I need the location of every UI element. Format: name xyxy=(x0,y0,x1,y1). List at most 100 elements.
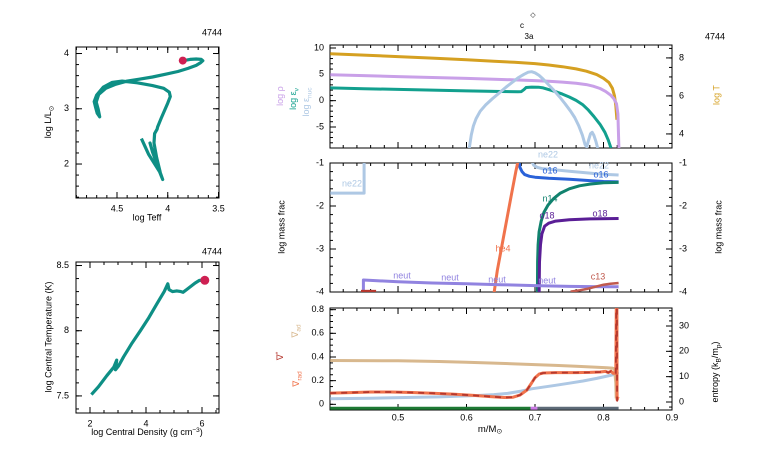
profile-top-y2-tick-label: 8 xyxy=(679,52,684,62)
ytitle-log-T: log T xyxy=(711,85,721,105)
tcrho-ylabel: log Central Temperature (K) xyxy=(43,282,53,393)
profile-mid-border xyxy=(329,162,673,293)
profile-top-y-tick-label: 0 xyxy=(319,95,324,105)
profile-top-y2-tick-label: 6 xyxy=(679,90,684,100)
profile-bot-border xyxy=(329,307,673,411)
profile-mid-panel xyxy=(329,162,673,293)
label-neut-b: neut xyxy=(441,272,459,282)
profile-bot-x-tick-label: 0.7 xyxy=(529,412,542,422)
hr-y-tick-label: 2 xyxy=(64,158,69,168)
hr-panel xyxy=(75,46,220,199)
profile-model-badge: 4744 xyxy=(705,31,725,41)
ytitle-grad-ad: ∇ad xyxy=(290,324,302,339)
profile-top-y-tick-label: 10 xyxy=(314,42,324,52)
series-o16 xyxy=(517,163,619,184)
profile-mid-y2-tick-label: -2 xyxy=(679,200,687,210)
label-neut-c: neut xyxy=(488,274,506,284)
series-entropy xyxy=(330,370,620,401)
profile-bot-y2-tick-label: 0 xyxy=(679,396,684,406)
ytitle-log-eps-nu: log εν xyxy=(288,88,300,110)
profile-bot-y-tick-label: 0.4 xyxy=(311,351,324,361)
label-o16-b: o16 xyxy=(593,169,608,179)
hr-model-badge: 4744 xyxy=(202,27,222,37)
hr-xlabel: log Teff xyxy=(133,212,162,222)
xtitle-mass: m/M⊙ xyxy=(478,424,502,436)
profile-bot-y2-tick-label: 10 xyxy=(679,371,689,381)
tc-rho-panel xyxy=(75,261,220,414)
label-he4: he4 xyxy=(495,243,510,253)
profile-bot-x-tick-label: 0.9 xyxy=(666,412,679,422)
label-n14: n14 xyxy=(542,193,557,203)
profile-bot-x-tick-label: 0.5 xyxy=(392,412,405,422)
ytitle-log-rho: log ρ xyxy=(275,86,285,106)
profile-mid-y-tick-label: -2 xyxy=(316,200,324,210)
profile-bot-x-tick-label: 0.8 xyxy=(597,412,610,422)
ytitle-grad-rad: ∇rad xyxy=(291,371,303,388)
series-c13 xyxy=(570,281,619,292)
profile-mid-y-tick-label: -3 xyxy=(316,243,324,253)
tc-rho-border xyxy=(75,261,220,414)
profile-top-y-tick-label: -5 xyxy=(316,121,324,131)
profile-top-y2-tick-label: 4 xyxy=(679,128,684,138)
hr-x-tick-label: 4.5 xyxy=(111,203,124,213)
ytitle-mass-frac-right: log mass frac xyxy=(713,200,723,254)
series-log-eps-nuc xyxy=(467,70,600,148)
tcrho-model-badge: 4744 xyxy=(202,246,222,256)
ytitle-grad-star: ∇* xyxy=(275,351,286,361)
profile-bot-y-tick-label: 0.2 xyxy=(311,375,324,385)
series-log-eps-nu xyxy=(330,85,613,148)
profile-mid-y-tick-label: -4 xyxy=(316,286,324,296)
tc-rho-x-tick-label: 6 xyxy=(199,418,204,428)
profile-top-y-tick-label: 5 xyxy=(319,69,324,79)
profile-top-panel xyxy=(329,44,673,149)
label-o18-b: o18 xyxy=(592,208,607,218)
series-grad-star xyxy=(330,308,620,402)
label-ne22-b: ne22 xyxy=(538,149,558,159)
label-o16-a: o16 xyxy=(542,165,557,175)
hr-y-tick-label: 4 xyxy=(64,48,69,58)
profile-bot-y2-tick-label: 30 xyxy=(679,320,689,330)
tc-rho-y-tick-label: 8.5 xyxy=(56,260,69,270)
label-neut-d: neut xyxy=(538,275,556,285)
burn-marker-c: c xyxy=(520,21,524,30)
burn-marker-3a: 3a xyxy=(525,32,534,41)
tc-rho-x-tick-label: 2 xyxy=(87,418,92,428)
label-c13: c13 xyxy=(591,271,606,281)
ytitle-entropy: entropy (kB/mp) xyxy=(710,342,722,403)
tcrho-xlabel: log Central Density (g cm−3) xyxy=(91,427,202,438)
series-log-rho xyxy=(330,73,621,148)
series-grad-ad xyxy=(330,359,618,399)
profile-bot-y-tick-label: 0.6 xyxy=(311,328,324,338)
series-n14 xyxy=(535,180,619,292)
series-neut xyxy=(361,278,619,292)
hr-current-model-marker xyxy=(178,56,187,65)
profile-bot-panel xyxy=(329,307,673,411)
label-ne22-a: ne22 xyxy=(342,178,362,188)
profile-mid-y-tick-label: -1 xyxy=(316,157,324,167)
burn-marker-diamond: ◇ xyxy=(530,12,536,19)
profile-top-border xyxy=(329,44,673,149)
ytitle-mass-frac-left: log mass frac xyxy=(276,200,286,254)
profile-bot-x-tick-label: 0.6 xyxy=(460,412,473,422)
profile-mid-y2-tick-label: -1 xyxy=(679,157,687,167)
profile-bot-y-tick-label: 0.8 xyxy=(311,304,324,314)
hr-x-tick-label: 4 xyxy=(165,203,170,213)
series-hr-track xyxy=(92,57,205,182)
label-neut-a: neut xyxy=(393,270,411,280)
profile-bot-y-tick-label: 0 xyxy=(319,399,324,409)
series-ne22-right xyxy=(531,163,619,177)
series-o18 xyxy=(537,217,619,292)
profile-mid-y2-tick-label: -3 xyxy=(679,243,687,253)
series-tc-rho-track xyxy=(90,278,206,396)
tc-rho-y-tick-label: 7.5 xyxy=(56,390,69,400)
series-log-T xyxy=(330,52,619,120)
tc-rho-x-tick-label: 4 xyxy=(143,418,148,428)
series-he4 xyxy=(492,163,520,292)
label-o18-a: o18 xyxy=(539,210,554,220)
profile-mid-y2-tick-label: -4 xyxy=(679,286,687,296)
ytitle-log-eps-nuc: log εnuc xyxy=(301,87,313,117)
hr-y-tick-label: 3 xyxy=(64,103,69,113)
tc-rho-y-tick-label: 8 xyxy=(64,325,69,335)
